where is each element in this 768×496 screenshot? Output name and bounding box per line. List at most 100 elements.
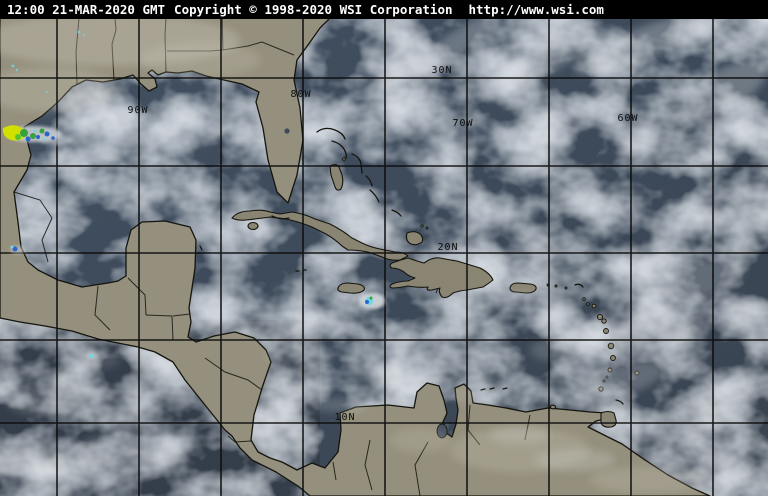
island-isla-juventud	[247, 221, 259, 231]
wsi-url: http://www.wsi.com	[468, 2, 604, 17]
cloud-puff	[75, 434, 185, 466]
cloud-haze	[450, 428, 590, 472]
island-long-island	[369, 189, 380, 203]
cloud-puff	[5, 384, 95, 416]
border-nicaragua-costarica	[227, 435, 252, 443]
latlon-grid	[0, 19, 768, 496]
grid-label-20n: 20N	[437, 242, 458, 253]
island-dot	[586, 302, 590, 306]
island-crooked	[391, 209, 402, 217]
cloud-puff	[272, 284, 328, 296]
border-mexico-state-3	[94, 285, 111, 331]
cloud-puff	[530, 338, 590, 362]
island-jamaica	[337, 282, 365, 294]
cloud-puff	[312, 398, 368, 412]
island-st-kitts	[591, 303, 597, 309]
land-north-and-south-america	[0, 19, 711, 496]
border-belize-guatemala	[172, 313, 191, 317]
border-honduras-nicaragua	[204, 357, 263, 391]
radar-echo-moderate	[369, 296, 373, 300]
grid-label-90w: 90W	[127, 105, 148, 116]
border-guatemala-honduras	[145, 314, 174, 341]
island-guadeloupe-a	[596, 313, 604, 321]
cloud-puff	[85, 183, 155, 197]
cloud-puff	[265, 347, 335, 363]
island-turks-b	[425, 226, 429, 230]
island-cayman	[295, 269, 307, 272]
island-dot	[582, 297, 586, 301]
cloud-puff	[448, 388, 492, 402]
border-mexico-state-1	[13, 191, 53, 219]
cloud-puff	[656, 259, 744, 301]
cloud-puff	[576, 360, 664, 400]
florida-keys	[271, 215, 290, 220]
cloud-haze	[590, 466, 710, 494]
island-grand-bahama-abaco	[316, 127, 346, 140]
island-abaco-south	[331, 140, 347, 159]
timestamp: 12:00 21-MAR-2020 GMT	[7, 2, 166, 17]
cloud-puff	[372, 55, 418, 95]
cloud-puff	[405, 353, 455, 367]
cloud-haze	[0, 68, 120, 112]
island-turks-a	[420, 224, 424, 228]
radar-cell-oaxaca	[85, 352, 99, 360]
cloud-puff	[125, 132, 215, 148]
island-st-lucia	[610, 355, 616, 361]
island-martinique	[607, 342, 615, 350]
cloud-puff	[681, 60, 767, 120]
border-guatemala-mexico	[127, 277, 147, 316]
cloud-puff	[550, 93, 620, 137]
cloud-puff	[710, 185, 768, 235]
border-colombia-internal	[364, 439, 373, 491]
lake-okeechobee	[284, 128, 290, 134]
island-virgin-b	[554, 284, 558, 288]
grid-label-70w: 70W	[452, 118, 473, 129]
island-arcs	[199, 127, 624, 405]
radar-overlay	[2, 30, 385, 360]
island-virgin-c	[564, 286, 568, 290]
radar-echo-trace	[89, 354, 93, 358]
island-andros	[329, 164, 344, 191]
island-cozumel	[199, 245, 203, 251]
cloud-puff	[340, 367, 400, 383]
radar-cell-mexico-coast	[10, 245, 26, 254]
island-eleuthera	[351, 153, 363, 174]
radar-cell-texas-gulf-coast	[2, 125, 73, 145]
copyright-text: Copyright © 1998-2020 WSI Corporation	[174, 2, 453, 17]
island-anguilla-arc	[574, 283, 584, 288]
island-cat	[365, 175, 373, 187]
radar-cell-south-of-jamaica	[359, 293, 385, 309]
border-panama-colombia	[332, 461, 337, 481]
island-great-inagua	[405, 231, 424, 246]
grid-label-10n: 10N	[334, 412, 355, 423]
cloud-puff	[308, 315, 352, 325]
radar-specks-texas	[11, 30, 85, 93]
border-mexico-state-2	[41, 217, 53, 263]
island-margarita	[549, 404, 557, 410]
cloud-haze	[140, 42, 260, 78]
cloud-haze-over-land	[0, 19, 710, 494]
island-new-providence	[342, 157, 346, 161]
header-bar: 12:00 21-MAR-2020 GMT Copyright © 1998-2…	[0, 0, 768, 19]
radar-echo-trace	[33, 129, 46, 141]
cloud-puff	[646, 397, 754, 443]
cloud-puff	[617, 105, 719, 155]
grid-label-30n: 30N	[431, 65, 452, 76]
grid-label-80w: 80W	[290, 89, 311, 100]
radar-echo-trace	[10, 245, 14, 249]
island-dominica	[603, 328, 609, 334]
cloud-puff	[0, 446, 70, 474]
cloud-puff	[409, 19, 501, 79]
radar-cloud-shield	[39, 135, 73, 145]
island-trinidad	[600, 410, 617, 428]
cloud-puff	[60, 350, 120, 370]
radar-echo-light	[25, 131, 55, 142]
cloud-puff	[495, 290, 545, 310]
cloud-haze	[390, 428, 450, 452]
satellite-map: 30N 20N 10N 90W 80W 70W 60W	[0, 19, 768, 496]
grid-label-60w: 60W	[617, 113, 638, 124]
grid-labels: 30N 20N 10N 90W 80W 70W 60W	[127, 65, 638, 423]
cloud-puff	[491, 29, 599, 91]
radar-echo-light	[12, 246, 18, 252]
